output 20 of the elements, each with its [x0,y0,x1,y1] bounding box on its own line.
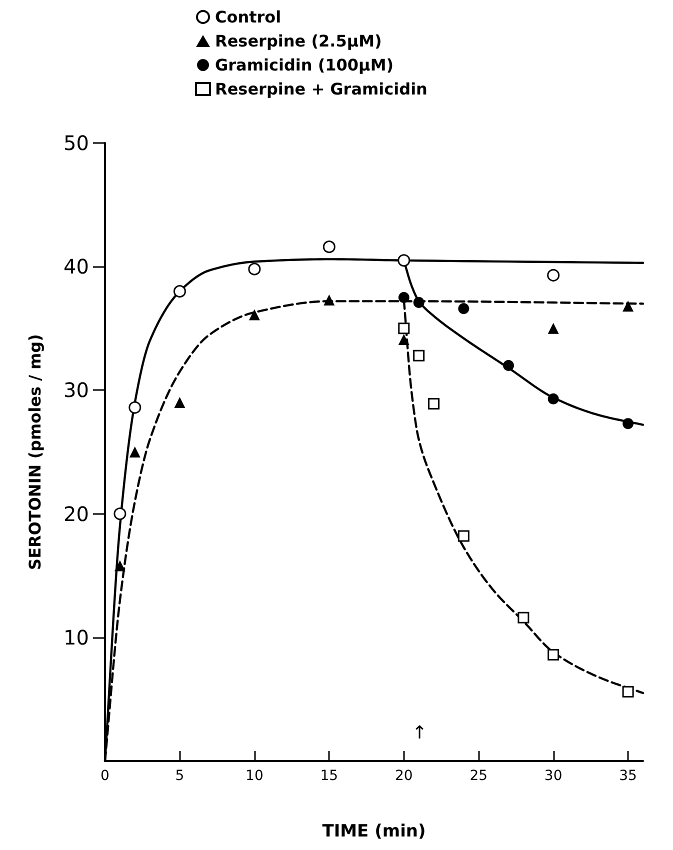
legend-label: Reserpine + Gramicidin [215,80,428,98]
y-axis-title: SEROTONIN (pmoles / mg) [26,334,44,570]
y-tick-label: 50 [64,131,89,155]
legend-label: Gramicidin (100μM) [215,56,394,74]
x-tick-label: 5 [175,768,184,784]
x-tick-label: 15 [320,768,338,784]
legend-label: Reserpine (2.5μM) [215,32,382,50]
x-tick-label: 25 [470,768,488,784]
legend-label: Control [215,8,282,26]
y-tick-label: 30 [64,378,89,402]
x-tick-label: 20 [394,768,413,784]
y-tick-label: 10 [64,625,89,650]
annotation: ↑ [412,722,428,744]
x-axis-title: TIME (min) [322,822,426,842]
y-tick-label: 40 [64,254,89,279]
x-tick-label: 30 [544,768,562,784]
x-tick-label: 0 [100,768,110,784]
y-tick-label: 20 [64,502,89,526]
x-tick-label: 35 [619,768,637,784]
x-tick-label: 10 [246,768,264,784]
